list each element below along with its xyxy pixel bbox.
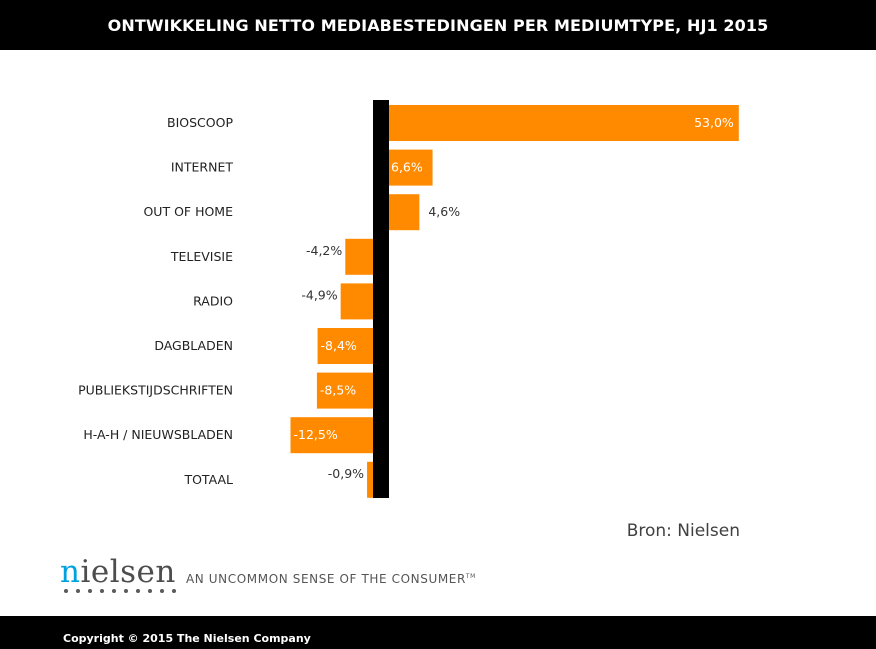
chart-title: ONTWIKKELING NETTO MEDIABESTEDINGEN PER … [107, 15, 769, 35]
data-label: -0,9% [328, 466, 364, 481]
tagline: AN UNCOMMON SENSE OF THE CONSUMERTM [186, 572, 476, 586]
category-label: TELEVISIE [170, 249, 233, 264]
logo-wordmark: nielsen [60, 554, 176, 590]
data-label: 53,0% [694, 115, 734, 130]
data-label: -8,4% [321, 338, 357, 353]
nielsen-logo: nielsen [60, 556, 176, 593]
data-label: 6,6% [391, 160, 423, 175]
category-label: H-A-H / NIEUWSBLADEN [83, 427, 233, 442]
data-label: -4,2% [306, 243, 342, 258]
footer-bar: Copyright © 2015 The Nielsen Company [0, 616, 876, 649]
data-label: -12,5% [294, 427, 338, 442]
category-label: RADIO [193, 293, 233, 308]
category-label: TOTAAL [183, 472, 233, 487]
bar [316, 372, 373, 409]
source-label: Bron: Nielsen [626, 521, 740, 541]
bar [389, 194, 420, 231]
category-label: DAGBLADEN [154, 338, 233, 353]
bar [389, 105, 739, 141]
category-label: PUBLIEKSTIJDSCHRIFTEN [78, 383, 233, 398]
category-label: OUT OF HOME [143, 204, 233, 219]
bar [290, 417, 373, 454]
category-label: INTERNET [171, 160, 234, 175]
bar [367, 461, 373, 498]
bar-chart: BIOSCOOP 53,0% INTERNET 6,6% OUT OF HOME 4,6%… [78, 100, 739, 498]
data-label: -8,5% [320, 383, 356, 398]
bar [317, 328, 373, 364]
bar [389, 149, 433, 186]
zero-axis [373, 100, 389, 498]
bar [340, 283, 373, 320]
data-label: -4,9% [301, 287, 337, 302]
title-bar: ONTWIKKELING NETTO MEDIABESTEDINGEN PER … [0, 0, 876, 50]
copyright-text: Copyright © 2015 The Nielsen Company [63, 632, 311, 645]
bar [345, 238, 373, 275]
category-label: BIOSCOOP [167, 115, 233, 130]
logo-dots [64, 589, 176, 593]
data-label: 4,6% [428, 204, 460, 219]
